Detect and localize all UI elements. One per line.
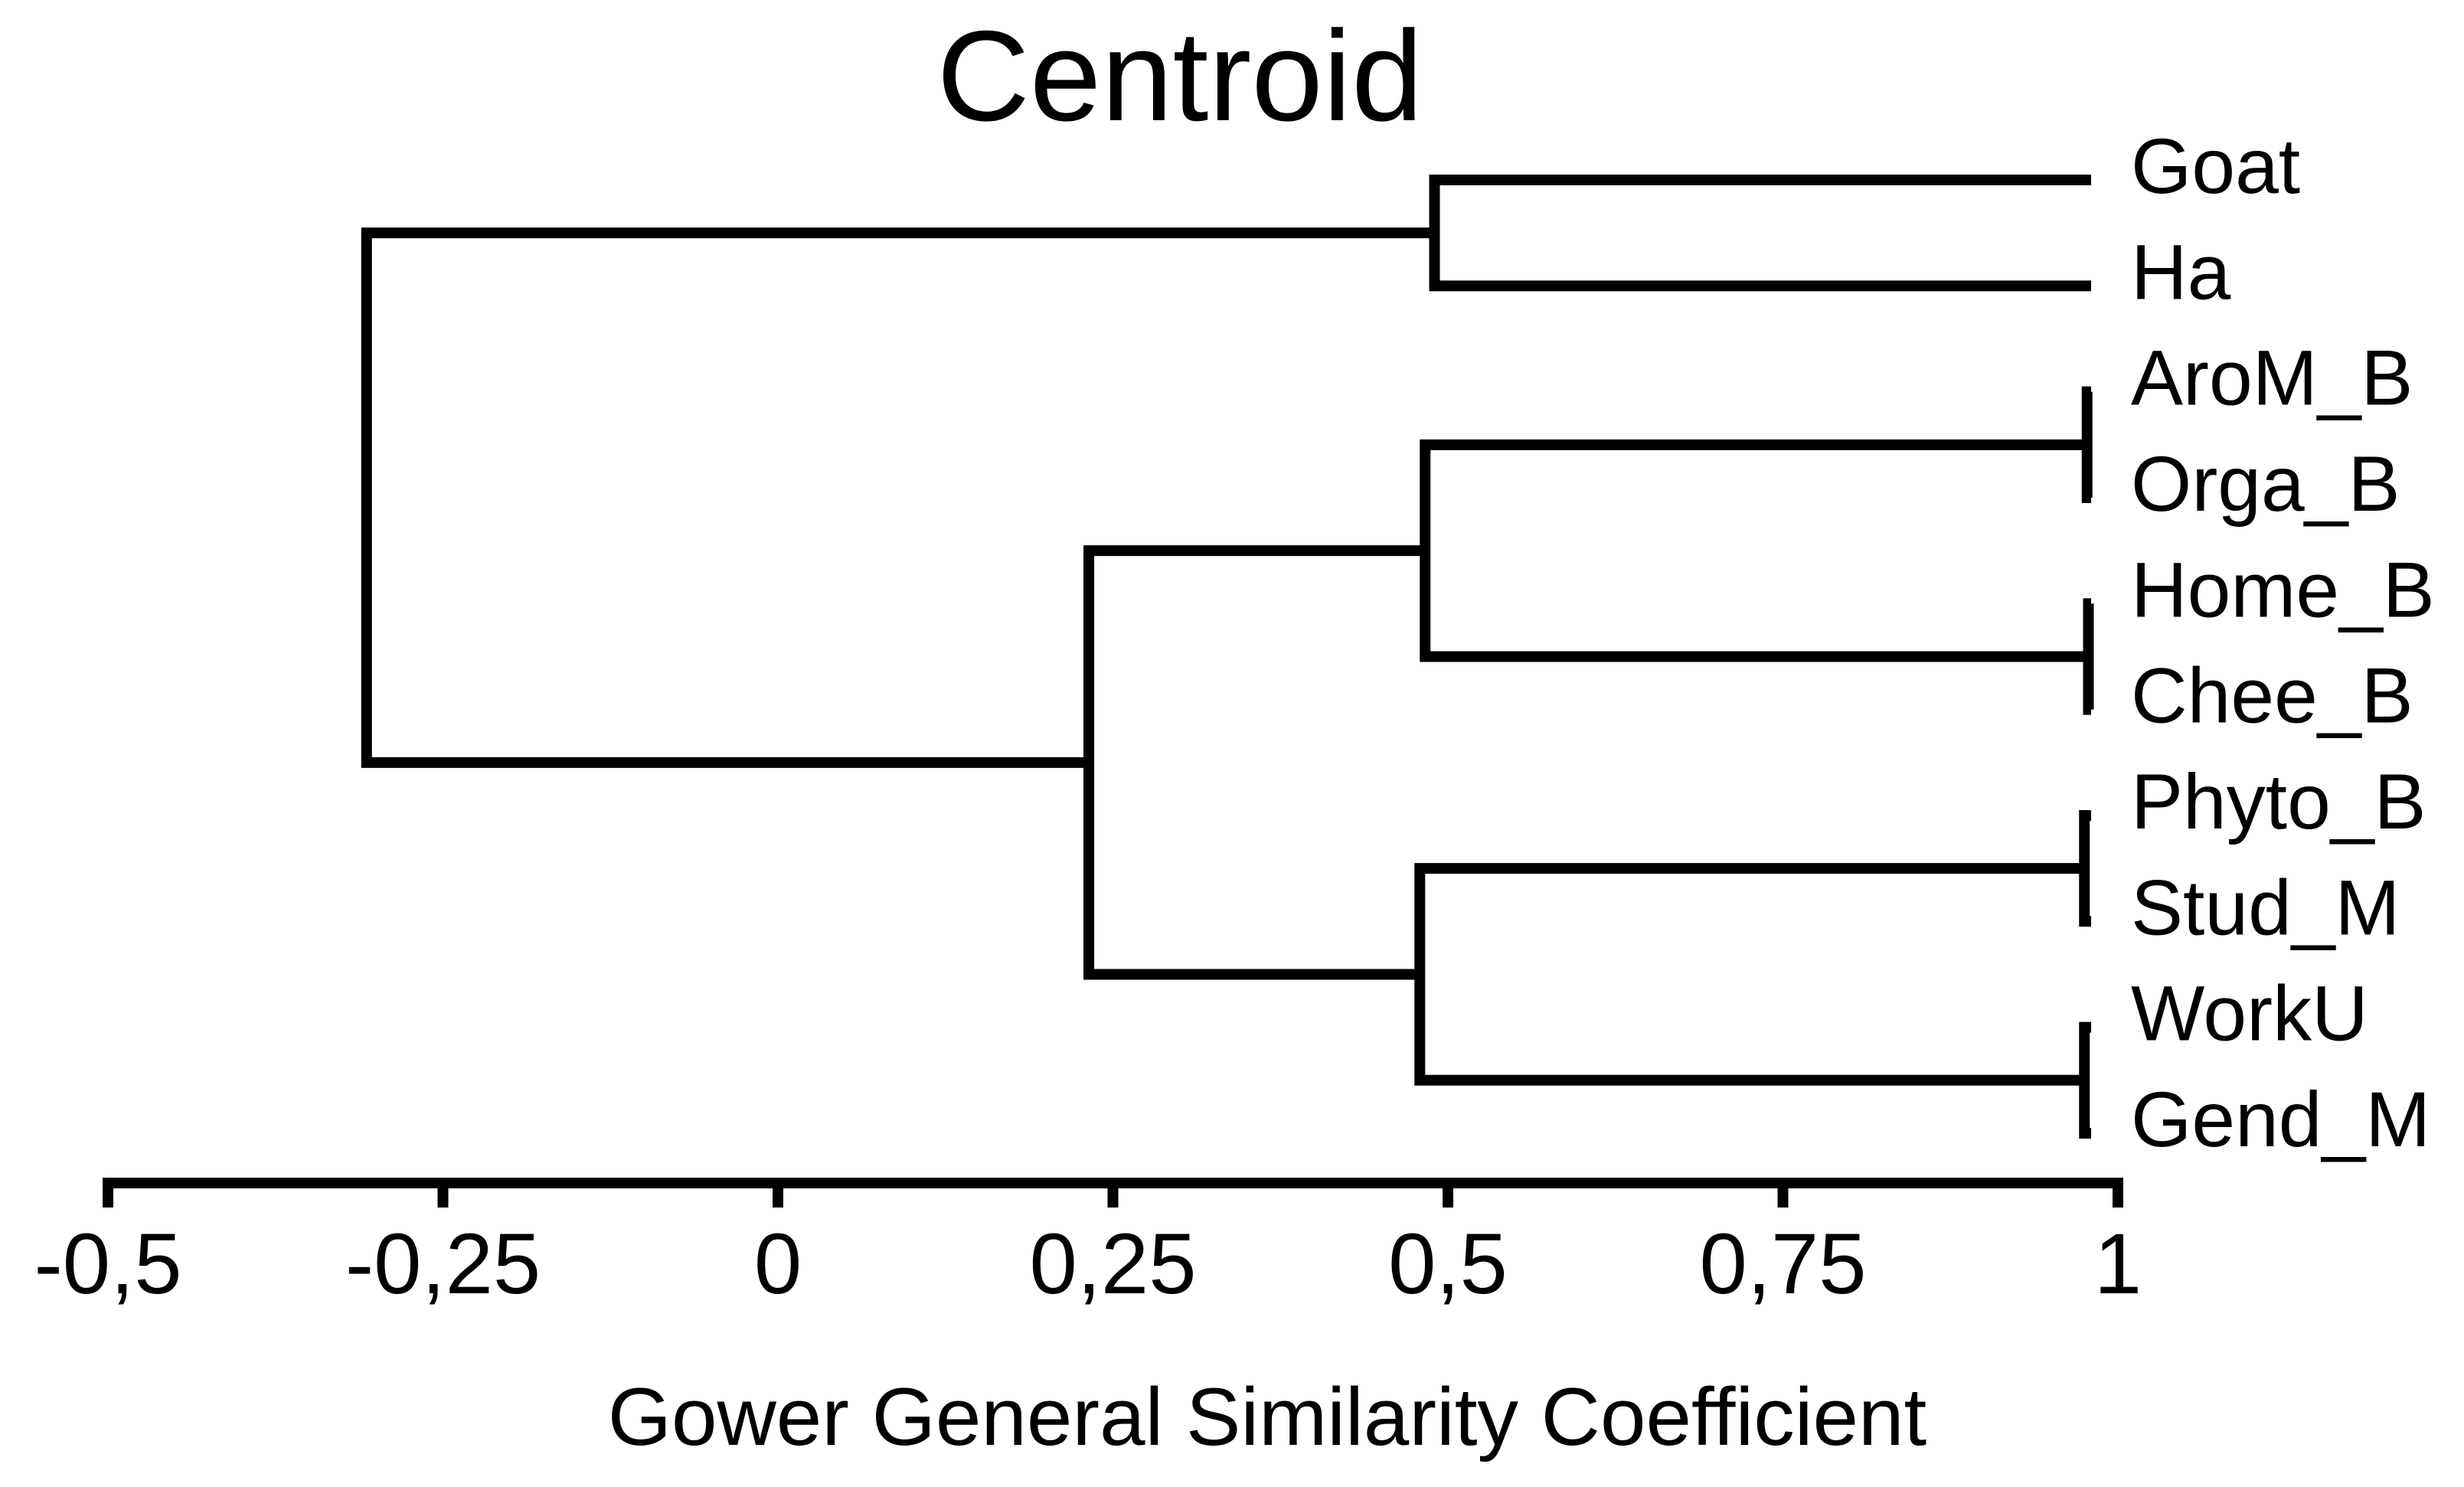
dendrogram-link xyxy=(2083,598,2094,715)
leaf-label: Goat xyxy=(2131,123,2300,210)
dendrogram-link xyxy=(1429,175,2091,292)
x-axis: -0,5 -0,25 0 0,25 0,5 0,75 1 xyxy=(34,1178,2142,1312)
x-axis-tick-label: 0 xyxy=(754,1216,802,1312)
leaf-labels: Goat Ha AroM_B Orga_B Home_B Chee_B Phyto_B Stu… xyxy=(2131,123,2435,1163)
dendrogram-link xyxy=(1414,863,2085,1086)
leaf-label: Chee_B xyxy=(2131,652,2413,740)
dendrogram-link xyxy=(2081,386,2093,503)
leaf-label: Home_B xyxy=(2131,546,2435,633)
leaf-label: WorkU xyxy=(2131,970,2368,1057)
leaf-label: Stud_M xyxy=(2131,864,2400,951)
dendrogram-link xyxy=(1083,545,1426,980)
leaf-label: Phyto_B xyxy=(2131,758,2426,845)
leaf-label: AroM_B xyxy=(2131,335,2413,422)
chart-title: Centroid xyxy=(936,4,1423,148)
x-axis-tick-label: 0,75 xyxy=(1700,1216,1867,1312)
leaf-label: Gend_M xyxy=(2131,1076,2430,1163)
x-axis-tick-label: -0,5 xyxy=(34,1216,182,1312)
dendrogram-link xyxy=(2079,809,2091,927)
x-axis-tick-label: -0,25 xyxy=(345,1216,541,1312)
dendrogram-link xyxy=(2079,1021,2091,1139)
x-axis-label: Gower General Similarity Coefficient xyxy=(608,1371,1927,1462)
leaf-label: Ha xyxy=(2131,228,2231,315)
x-axis-tick-label: 0,5 xyxy=(1388,1216,1508,1312)
dendrogram-tree xyxy=(361,175,2094,1139)
x-axis-tick-label: 1 xyxy=(2094,1216,2142,1312)
leaf-label: Orga_B xyxy=(2131,440,2400,528)
dendrogram-link xyxy=(1420,439,2089,662)
x-axis-tick-label: 0,25 xyxy=(1030,1216,1197,1312)
dendrogram-link xyxy=(361,227,1435,768)
